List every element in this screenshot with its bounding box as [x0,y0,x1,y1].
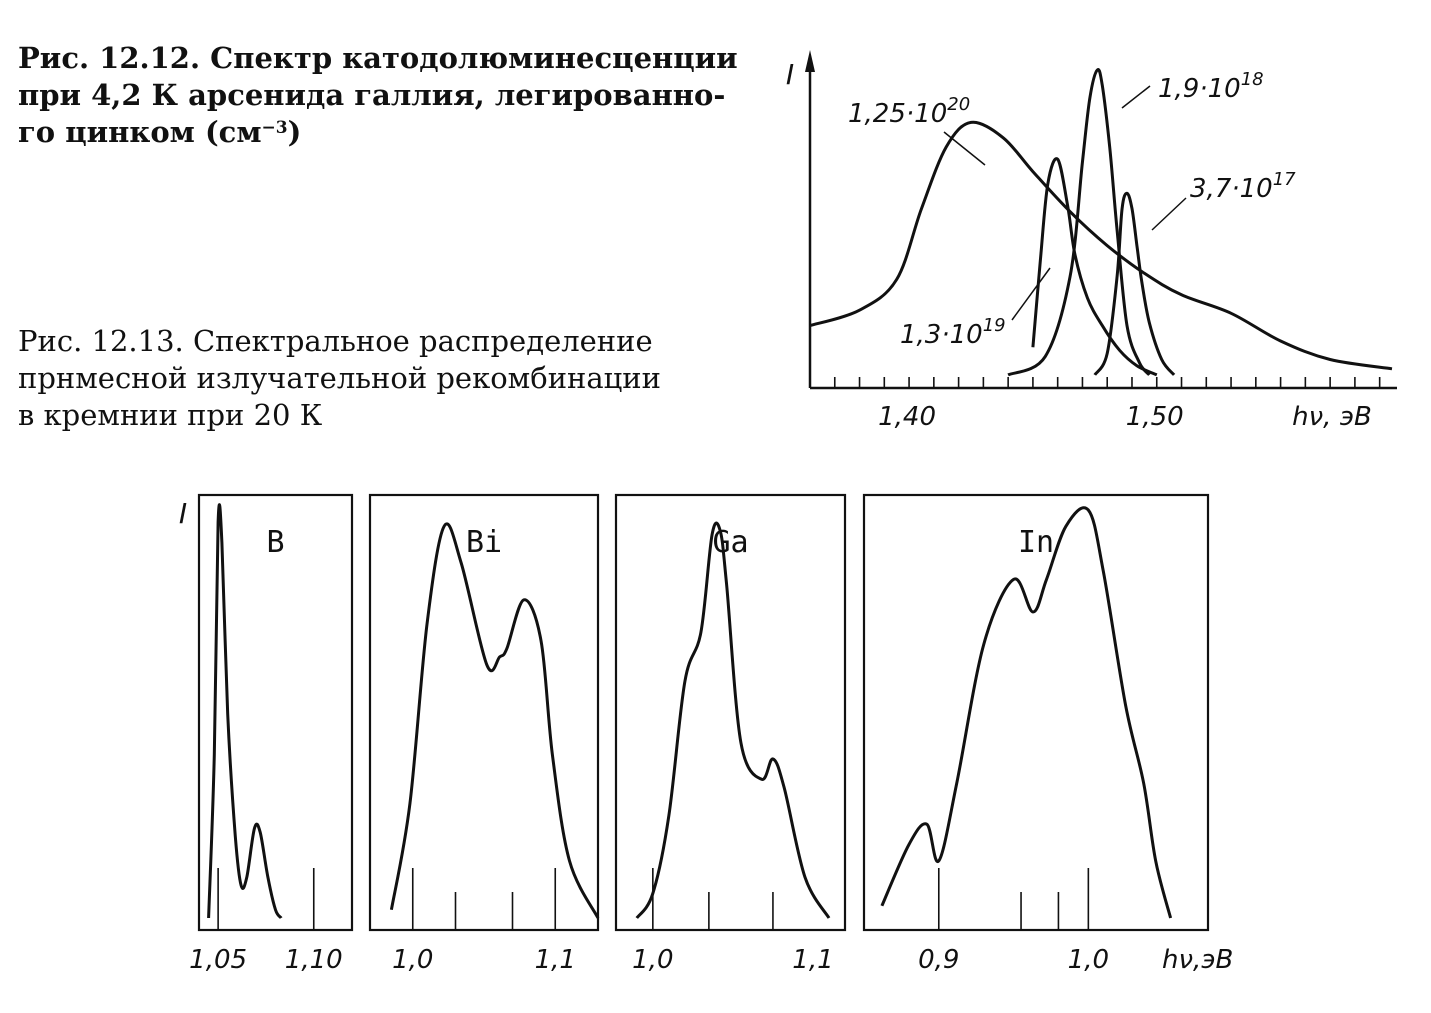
series-line [1007,68,1151,377]
panel-label: Bi [466,525,502,560]
x-tick-label: 1,10 [285,945,343,975]
caption-superscript: −3 [261,118,288,138]
leader-line [1011,267,1051,321]
series-label: 1,3·1019 [900,315,1006,350]
series-label-base: 1,9·10 [1158,74,1241,104]
caption-line: прнмесной излучательной рекомбинации [18,361,661,395]
series-label: 1,25·1020 [848,94,970,129]
x-tick-label: 1,0 [632,945,673,975]
caption-line: Рис. 12.12. Спектр катодолюминесценции [18,41,738,75]
panel-frame [368,493,600,932]
spectrum-line [635,521,831,919]
panel-frame [197,493,354,932]
panel-label: Ga [712,525,748,560]
x-tick-label: 1,1 [792,945,833,975]
series-label: 1,9·1018 [1158,69,1264,104]
x-tick-label: 0,9 [918,945,959,975]
spectrum-line [207,503,283,919]
x-axis-label: hν,эВ [1162,945,1233,975]
series-label-exponent: 20 [947,94,970,115]
x-tick-label: 1,0 [392,945,433,975]
y-axis-label: I [179,497,187,530]
caption-line: Рис. 12.13. Спектральное распределение [18,324,653,358]
figure-12-13-caption: Рис. 12.13. Спектральное распределение п… [18,323,712,434]
caption-line: при 4,2 К арсенида галлия, легированно- [18,78,726,112]
series-line [1093,191,1176,376]
leader-line [1121,85,1151,109]
spectrum-line [389,522,600,919]
leader-line [1151,197,1187,231]
series-label-base: 3,7·10 [1190,174,1273,204]
x-tick-label: 1,0 [1068,945,1109,975]
y-axis-label: I [786,58,794,91]
series-label-base: 1,3·10 [900,320,983,350]
panel-label: B [266,525,284,560]
series-label-exponent: 17 [1273,169,1296,190]
panel-frame [614,493,847,932]
x-tick-label: 1,40 [878,402,936,432]
panel-frame [862,493,1210,932]
caption-text: ) [287,115,302,149]
caption-line: го цинком (см−3) [18,114,712,151]
figure-12-12-caption: Рис. 12.12. Спектр катодолюминесценции п… [18,40,738,151]
series-label-exponent: 18 [1241,69,1264,90]
series-label-exponent: 19 [983,315,1006,336]
x-axis-label: hν, эВ [1292,402,1372,432]
caption-text: го цинком (см [18,115,262,149]
series-label-base: 1,25·10 [848,99,947,129]
x-tick-label: 1,50 [1126,402,1184,432]
x-tick-label: 1,05 [189,945,247,975]
series-line [809,120,1393,371]
panel-label: In [1018,525,1054,560]
caption-line: в кремнии при 20 К [18,398,323,432]
y-axis-arrow [805,50,815,72]
series-label: 3,7·1017 [1190,169,1296,204]
leader-line [943,131,986,166]
spectrum-line [880,506,1173,919]
x-tick-label: 1,1 [535,945,576,975]
